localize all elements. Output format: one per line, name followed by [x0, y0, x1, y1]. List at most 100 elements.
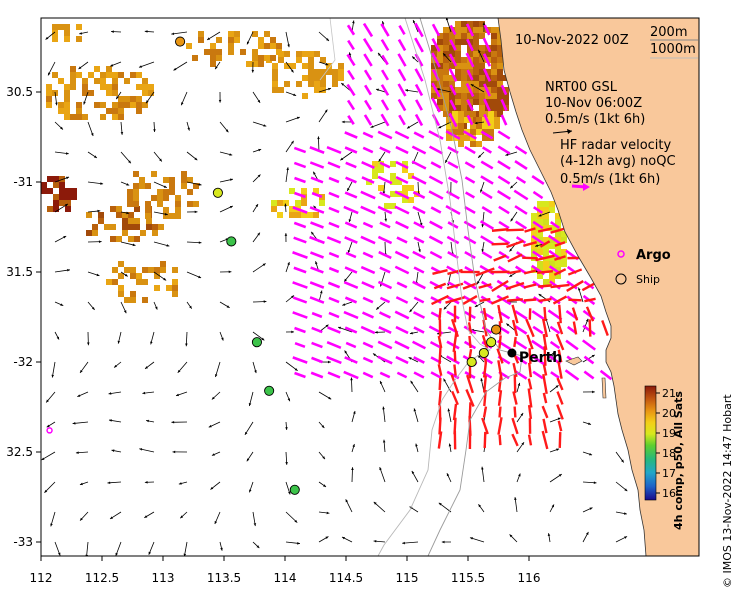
sst-pixel	[136, 72, 142, 78]
hf-radar-arrow	[533, 296, 543, 304]
model-current-arrowhead	[624, 488, 628, 492]
sst-pixel	[372, 167, 378, 173]
hf-radar-arrow	[465, 191, 475, 199]
hf-radar-arrow	[430, 206, 442, 214]
hf-radar-arrow	[293, 146, 307, 154]
sst-pixel	[112, 102, 118, 108]
model-current-arrowhead	[251, 69, 255, 73]
hf-radar-arrow	[396, 236, 408, 244]
sst-pixel	[449, 63, 455, 69]
model-current-arrowhead	[556, 448, 560, 451]
sst-pixel	[272, 87, 278, 93]
model-current-arrowhead	[178, 482, 182, 485]
sst-pixel	[47, 176, 53, 182]
model-current-arrowhead	[407, 125, 411, 129]
sst-pixel	[308, 69, 314, 75]
sst-pixel	[488, 111, 494, 117]
sst-pixel	[124, 267, 130, 273]
hf-radar-arrow	[309, 281, 325, 289]
sst-pixel	[152, 224, 158, 230]
model-current-arrowhead	[294, 368, 298, 371]
sst-pixel	[485, 93, 491, 99]
sst-pixel	[561, 261, 567, 267]
sst-pixel	[458, 129, 464, 135]
model-current-arrowhead	[589, 507, 593, 510]
sst-pixel	[537, 249, 543, 255]
sst-pixel	[308, 75, 314, 81]
sst-pixel	[461, 27, 467, 33]
hf-radar-arrow	[429, 250, 443, 260]
hf-radar-arrow	[326, 355, 342, 365]
model-current-arrowhead	[443, 378, 446, 382]
hf-radar-strong-arrow	[542, 364, 548, 376]
sst-pixel	[284, 81, 290, 87]
hf-radar-arrow	[326, 145, 342, 155]
model-current-arrowhead	[510, 218, 514, 222]
sst-pixel	[106, 108, 112, 114]
hf-radar-arrow	[378, 325, 392, 335]
hf-radar-strong-arrow	[566, 280, 584, 292]
hf-radar-strong-arrow	[479, 297, 491, 303]
model-current-arrowhead	[521, 442, 525, 446]
model-current-arrowhead	[57, 552, 61, 556]
hf-radar-strong-arrow	[491, 242, 509, 246]
sst-pixel	[479, 57, 485, 63]
model-current-arrowhead	[257, 174, 261, 178]
hf-radar-arrow	[497, 130, 511, 140]
sst-pixel	[543, 249, 549, 255]
sst-pixel	[543, 213, 549, 219]
sst-pixel	[555, 237, 561, 243]
hf-radar-strong-arrow	[452, 403, 458, 421]
hf-radar-arrow	[431, 82, 441, 98]
hf-radar-arrow	[482, 37, 492, 53]
model-current-arrowhead	[87, 342, 90, 346]
hf-radar-strong-arrow	[523, 283, 537, 289]
sst-pixel	[130, 291, 136, 297]
sst-pixel	[431, 57, 437, 63]
model-current-arrowhead	[373, 353, 376, 357]
sst-pixel	[70, 84, 76, 90]
sst-pixel	[455, 75, 461, 81]
model-current-arrowhead	[214, 374, 218, 378]
x-tick-label: 116	[518, 571, 541, 585]
sst-pixel	[70, 66, 76, 72]
hf-radar-arrow	[550, 221, 560, 229]
sst-pixel	[100, 72, 106, 78]
hf-radar-strong-arrow	[482, 406, 488, 418]
sst-pixel	[449, 33, 455, 39]
sst-pixel	[278, 87, 284, 93]
sst-pixel	[473, 39, 479, 45]
model-current-arrowhead	[555, 385, 559, 388]
hf-radar-arrow	[380, 23, 390, 37]
hf-radar-strong-arrow	[588, 319, 592, 337]
sst-pixel	[443, 57, 449, 63]
hf-radar-arrow	[294, 191, 306, 199]
hf-radar-strong-arrow	[538, 284, 552, 288]
hf-radar-arrow	[480, 175, 494, 185]
sst-pixel	[139, 183, 145, 189]
model-current-arrowhead	[352, 444, 355, 447]
model-current-arrowhead	[478, 504, 482, 508]
hf-radar-strong-arrow	[507, 298, 523, 302]
hf-radar-arrow	[377, 355, 393, 365]
sst-pixel	[537, 219, 543, 225]
sst-pixel	[277, 212, 283, 218]
sst-pixel	[64, 30, 70, 36]
x-tick-label: 112	[30, 571, 53, 585]
model-current-arrowhead	[96, 273, 100, 277]
sst-pixel	[53, 182, 59, 188]
hf-radar-strong-arrow	[438, 417, 442, 435]
hf-radar-arrow	[310, 371, 324, 379]
hf-radar-arrow	[364, 84, 372, 96]
hf-radar-arrow	[326, 236, 342, 244]
hf-radar-arrow	[379, 221, 391, 229]
model-current-arrowhead	[287, 398, 291, 402]
sst-pixel	[320, 81, 326, 87]
sst-pixel	[479, 33, 485, 39]
hf-radar-arrow	[360, 235, 376, 245]
sst-pixel	[82, 90, 88, 96]
sst-pixel	[479, 75, 485, 81]
hf-radar-arrow	[413, 326, 425, 334]
hf-radar-arrow	[311, 341, 323, 349]
